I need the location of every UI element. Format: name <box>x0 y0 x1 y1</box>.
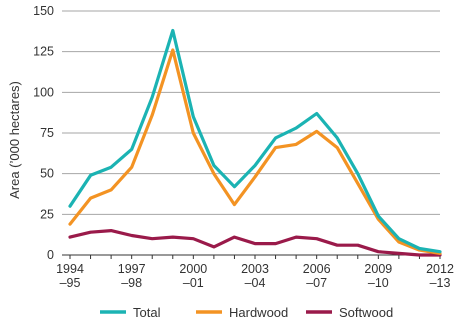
x-tick-label-sub: –07 <box>306 276 327 290</box>
x-tick-label-sub: –10 <box>368 276 389 290</box>
y-tick-label: 150 <box>33 4 54 18</box>
x-tick-label: 2000 <box>179 262 207 276</box>
y-tick-label: 100 <box>33 85 54 99</box>
x-tick-label-sub: –04 <box>245 276 266 290</box>
x-tick-label-sub: –01 <box>183 276 204 290</box>
y-tick-label: 25 <box>40 207 54 221</box>
y-axis-title: Area (’000 hectares) <box>7 81 22 199</box>
series-line-hardwood <box>68 48 442 255</box>
series-line-softwood <box>68 229 442 257</box>
series-lines <box>68 28 442 257</box>
legend: Total Hardwood Softwood <box>100 305 393 320</box>
legend-label-total: Total <box>133 305 161 320</box>
y-tick-label: 0 <box>47 248 54 262</box>
x-tick-label-sub: –98 <box>121 276 142 290</box>
y-tick-label: 75 <box>40 126 54 140</box>
legend-label-softwood: Softwood <box>339 305 393 320</box>
y-tick-label: 50 <box>40 167 54 181</box>
x-tick-label-sub: –13 <box>430 276 451 290</box>
x-tick-label: 1997 <box>118 262 146 276</box>
x-tick-label: 2003 <box>241 262 269 276</box>
x-tick-label: 2006 <box>303 262 331 276</box>
x-tick-label: 1994 <box>56 262 84 276</box>
legend-label-hardwood: Hardwood <box>229 305 288 320</box>
x-tick-label-sub: –95 <box>60 276 81 290</box>
x-axis: 1994–951997–982000–012003–042006–072009–… <box>56 254 454 290</box>
y-tick-label: 125 <box>33 45 54 59</box>
series-line-total <box>68 28 442 254</box>
y-tick-labels: 0 25 50 75 100 125 150 <box>33 4 54 262</box>
x-tick-label: 2012 <box>426 262 454 276</box>
x-tick-label: 2009 <box>364 262 392 276</box>
